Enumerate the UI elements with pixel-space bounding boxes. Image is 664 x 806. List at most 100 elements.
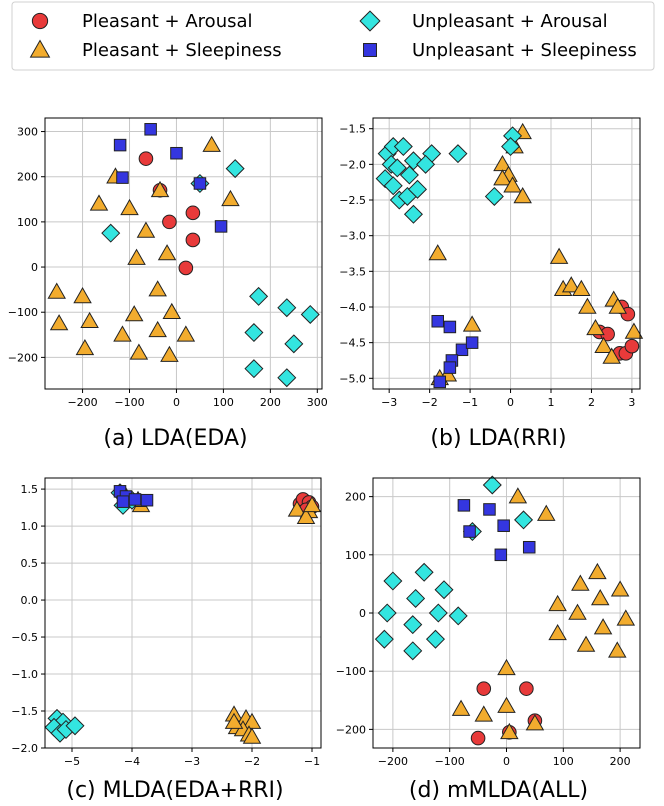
data-point-square xyxy=(214,220,228,233)
data-point-diamond xyxy=(425,629,445,649)
data-point-triangle xyxy=(148,280,167,297)
data-point-diamond xyxy=(277,298,297,318)
data-point-diamond xyxy=(403,151,423,171)
data-point-triangle xyxy=(500,722,519,740)
data-point-diamond xyxy=(407,179,428,199)
data-point-diamond xyxy=(101,223,121,243)
y-tick-label: 0 xyxy=(31,261,38,274)
plot-background xyxy=(45,478,321,748)
legend: Pleasant + Arousal Unpleasant + Arousal Pl… xyxy=(11,1,655,71)
data-point-diamond xyxy=(300,304,320,324)
x-tick-label: −200 xyxy=(67,396,97,409)
x-tick-label: 100 xyxy=(553,755,574,768)
data-point-triangle xyxy=(120,198,139,216)
data-point-triangle xyxy=(80,311,99,329)
data-point-triangle xyxy=(162,302,182,320)
y-tick-label: −1.5 xyxy=(11,705,38,718)
data-point-square xyxy=(113,138,127,152)
data-point-triangle xyxy=(593,618,613,635)
data-point-diamond xyxy=(448,144,468,164)
x-tick-label: 1 xyxy=(548,396,555,409)
chart-panel: −200 −100 0 100 200 300 −200 −100 0 100 200 300 (a) … xyxy=(8,117,328,451)
data-point-square xyxy=(144,123,157,136)
data-point-diamond xyxy=(484,186,504,206)
legend-label: Pleasant + Arousal xyxy=(82,11,253,32)
data-point-square xyxy=(455,343,469,357)
data-point-triangle xyxy=(610,580,630,597)
data-point-diamond xyxy=(244,323,264,343)
data-point-triangle xyxy=(428,244,447,261)
data-point-square xyxy=(443,361,457,374)
data-point-triangle xyxy=(287,500,307,517)
data-point-triangle xyxy=(561,276,581,293)
data-point-square xyxy=(465,336,479,349)
x-tick-label: −100 xyxy=(114,396,144,409)
data-point-triangle xyxy=(513,187,532,204)
x-tick-label: 300 xyxy=(307,396,328,409)
data-point-triangle xyxy=(608,641,627,658)
plot-background xyxy=(45,118,322,389)
y-tick-label: −1.5 xyxy=(339,123,366,136)
data-point-diamond xyxy=(399,165,419,185)
legend-marker-square xyxy=(363,43,377,57)
x-tick-label: −4 xyxy=(124,755,140,768)
x-tick-label: −3 xyxy=(184,755,200,768)
y-tick-label: −200 xyxy=(336,723,366,736)
data-point-diamond xyxy=(249,286,269,306)
data-point-circle xyxy=(162,214,177,230)
data-points xyxy=(374,475,636,746)
y-tick-label: −1.0 xyxy=(11,668,38,681)
data-point-triangle xyxy=(451,699,471,716)
data-point-triangle xyxy=(176,325,196,342)
data-point-triangle xyxy=(157,244,177,261)
data-point-circle xyxy=(138,151,154,166)
x-tick-label: 200 xyxy=(610,755,631,768)
x-tick-label: 0 xyxy=(507,396,514,409)
x-tick-label: 200 xyxy=(260,396,281,409)
data-point-triangle xyxy=(129,343,149,360)
data-point-triangle xyxy=(136,221,156,238)
data-point-triangle xyxy=(242,727,262,744)
x-tick-label: −5 xyxy=(64,755,80,768)
y-tick-label: 1.0 xyxy=(21,520,39,533)
y-tick-label: −100 xyxy=(8,306,38,319)
data-point-square xyxy=(116,171,129,184)
data-point-square xyxy=(497,519,510,532)
panel-caption: (d) mMLDA(ALL) xyxy=(409,778,588,803)
data-point-triangle xyxy=(113,325,132,342)
data-point-triangle xyxy=(588,562,607,580)
data-point-triangle xyxy=(497,658,516,676)
data-point-triangle xyxy=(89,194,109,211)
data-point-square xyxy=(128,493,142,506)
data-point-square xyxy=(463,525,476,538)
x-tick-label: −2 xyxy=(422,396,438,409)
y-tick-label: 0 xyxy=(359,607,366,620)
x-tick-label: −100 xyxy=(435,755,465,768)
x-tick-label: 100 xyxy=(213,396,234,409)
data-point-diamond xyxy=(448,606,468,626)
panel-caption: (c) MLDA(EDA+RRI) xyxy=(66,778,283,803)
data-point-diamond xyxy=(377,603,397,623)
data-point-triangle xyxy=(49,314,69,331)
data-point-square xyxy=(522,540,536,554)
y-tick-label: 300 xyxy=(17,126,38,139)
data-point-circle xyxy=(476,681,492,696)
data-point-triangle xyxy=(148,320,167,338)
x-tick-label: −3 xyxy=(381,396,397,409)
data-point-diamond xyxy=(482,475,502,495)
data-point-circle xyxy=(519,681,534,696)
data-point-diamond xyxy=(406,588,426,608)
y-tick-label: 100 xyxy=(17,216,38,229)
data-point-diamond xyxy=(428,603,448,623)
y-tick-label: −100 xyxy=(336,665,366,678)
data-point-triangle xyxy=(572,279,591,296)
data-point-triangle xyxy=(594,336,613,354)
data-point-diamond xyxy=(414,562,434,582)
data-point-square xyxy=(433,375,447,389)
data-point-triangle xyxy=(47,282,66,299)
data-point-triangle xyxy=(493,169,512,186)
y-tick-label: −3.5 xyxy=(339,265,366,278)
data-point-diamond xyxy=(284,334,304,354)
legend-marker-diamond xyxy=(359,10,381,32)
data-point-square xyxy=(443,320,457,334)
